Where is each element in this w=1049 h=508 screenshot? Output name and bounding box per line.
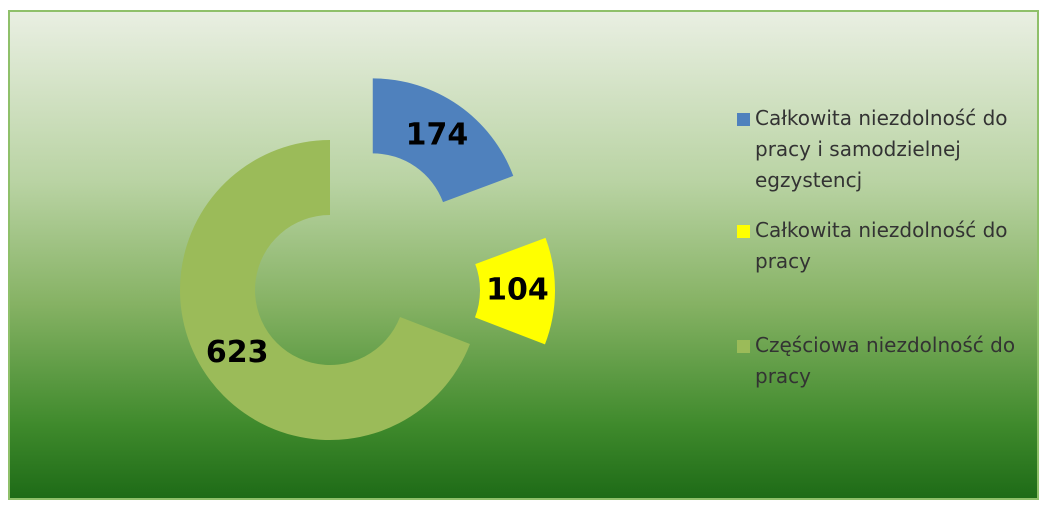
donut-segment [372,78,514,203]
legend-label: Częściowa niezdolność do pracy [755,333,1016,388]
data-label: 104 [486,272,549,307]
data-label: 174 [406,117,469,152]
legend-swatch [737,340,750,353]
legend-label: Całkowita niezdolność do pracy [755,218,1008,273]
legend-swatch [737,225,750,238]
legend-swatch [737,113,750,126]
legend-label: Całkowita niezdolność do pracy i samodzi… [755,106,1008,192]
donut-segment [180,140,470,440]
donut-segment [474,237,555,345]
data-label: 623 [206,335,269,370]
